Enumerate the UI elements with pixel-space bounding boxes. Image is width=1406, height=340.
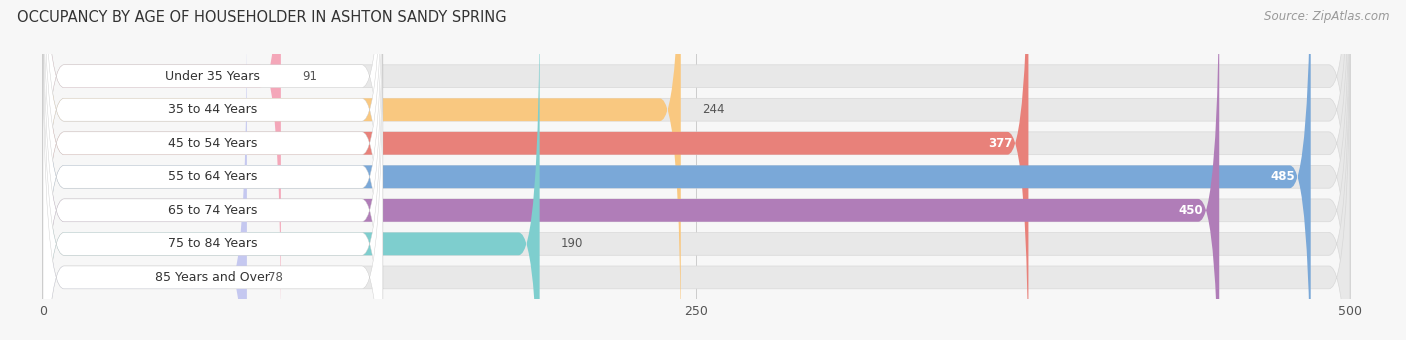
Text: 91: 91 xyxy=(302,70,316,83)
FancyBboxPatch shape xyxy=(44,0,681,340)
Text: 485: 485 xyxy=(1270,170,1295,183)
FancyBboxPatch shape xyxy=(44,20,247,340)
Text: Under 35 Years: Under 35 Years xyxy=(166,70,260,83)
Text: 450: 450 xyxy=(1178,204,1204,217)
FancyBboxPatch shape xyxy=(44,0,1350,340)
Text: 244: 244 xyxy=(702,103,724,116)
FancyBboxPatch shape xyxy=(44,0,1350,340)
Text: 35 to 44 Years: 35 to 44 Years xyxy=(169,103,257,116)
FancyBboxPatch shape xyxy=(44,0,1350,333)
FancyBboxPatch shape xyxy=(44,0,382,340)
FancyBboxPatch shape xyxy=(44,0,540,340)
FancyBboxPatch shape xyxy=(44,0,1350,340)
FancyBboxPatch shape xyxy=(44,0,382,333)
FancyBboxPatch shape xyxy=(44,0,281,333)
Text: 377: 377 xyxy=(988,137,1012,150)
Text: 190: 190 xyxy=(561,237,583,250)
FancyBboxPatch shape xyxy=(44,0,1350,340)
FancyBboxPatch shape xyxy=(44,0,1219,340)
Text: 85 Years and Over: 85 Years and Over xyxy=(156,271,270,284)
FancyBboxPatch shape xyxy=(44,0,1310,340)
FancyBboxPatch shape xyxy=(44,0,382,340)
FancyBboxPatch shape xyxy=(44,20,382,340)
FancyBboxPatch shape xyxy=(44,0,1350,340)
Text: 78: 78 xyxy=(267,271,283,284)
Text: 65 to 74 Years: 65 to 74 Years xyxy=(169,204,257,217)
FancyBboxPatch shape xyxy=(44,0,382,340)
Text: 45 to 54 Years: 45 to 54 Years xyxy=(169,137,257,150)
FancyBboxPatch shape xyxy=(44,20,1350,340)
FancyBboxPatch shape xyxy=(44,0,382,340)
Text: OCCUPANCY BY AGE OF HOUSEHOLDER IN ASHTON SANDY SPRING: OCCUPANCY BY AGE OF HOUSEHOLDER IN ASHTO… xyxy=(17,10,506,25)
FancyBboxPatch shape xyxy=(44,0,1028,340)
FancyBboxPatch shape xyxy=(44,0,382,340)
Text: Source: ZipAtlas.com: Source: ZipAtlas.com xyxy=(1264,10,1389,23)
Text: 75 to 84 Years: 75 to 84 Years xyxy=(169,237,257,250)
Text: 55 to 64 Years: 55 to 64 Years xyxy=(169,170,257,183)
